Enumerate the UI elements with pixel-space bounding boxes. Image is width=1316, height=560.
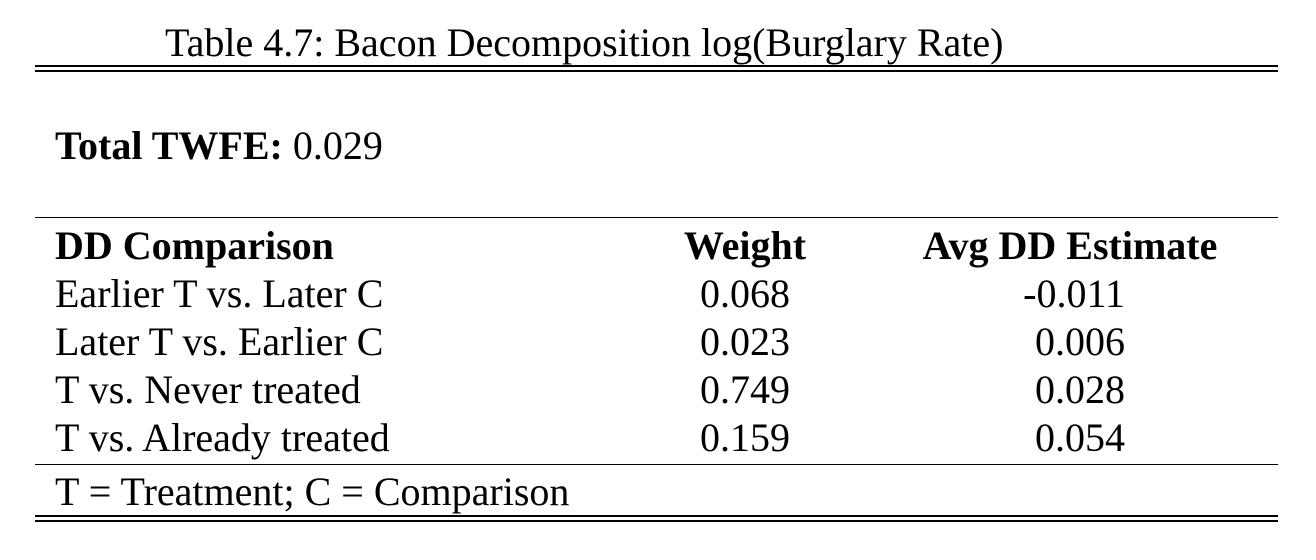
header-weight: Weight bbox=[683, 223, 807, 268]
row-weight: 0.068 bbox=[700, 271, 790, 316]
total-twfe: Total TWFE: 0.029 bbox=[55, 122, 383, 170]
total-twfe-value: 0.029 bbox=[292, 123, 383, 168]
row-comparison: T vs. Already treated bbox=[55, 415, 390, 460]
row-weight: 0.023 bbox=[700, 319, 790, 364]
header-comparison: DD Comparison bbox=[55, 223, 334, 268]
total-twfe-label: Total TWFE: bbox=[55, 123, 283, 168]
row-comparison: Earlier T vs. Later C bbox=[55, 271, 384, 316]
row-weight: 0.749 bbox=[700, 367, 790, 412]
table-note: T = Treatment; C = Comparison bbox=[55, 469, 570, 514]
row-estimate: -0.011 bbox=[1023, 271, 1125, 316]
row-comparison: T vs. Never treated bbox=[55, 367, 361, 412]
body-bottom-rule bbox=[35, 464, 1278, 465]
row-estimate: 0.054 bbox=[1035, 415, 1125, 460]
row-estimate: 0.028 bbox=[1035, 367, 1125, 412]
row-estimate: 0.006 bbox=[1035, 319, 1125, 364]
top-rule-1 bbox=[35, 65, 1278, 67]
top-rule-2 bbox=[35, 70, 1278, 72]
header-rule bbox=[35, 217, 1278, 218]
row-weight: 0.159 bbox=[700, 415, 790, 460]
header-estimate: Avg DD Estimate bbox=[922, 223, 1218, 268]
bottom-rule-1 bbox=[35, 515, 1278, 517]
bottom-rule-2 bbox=[35, 520, 1278, 522]
row-comparison: Later T vs. Earlier C bbox=[55, 319, 384, 364]
table-caption: Table 4.7: Bacon Decomposition log(Burgl… bbox=[165, 20, 1004, 65]
